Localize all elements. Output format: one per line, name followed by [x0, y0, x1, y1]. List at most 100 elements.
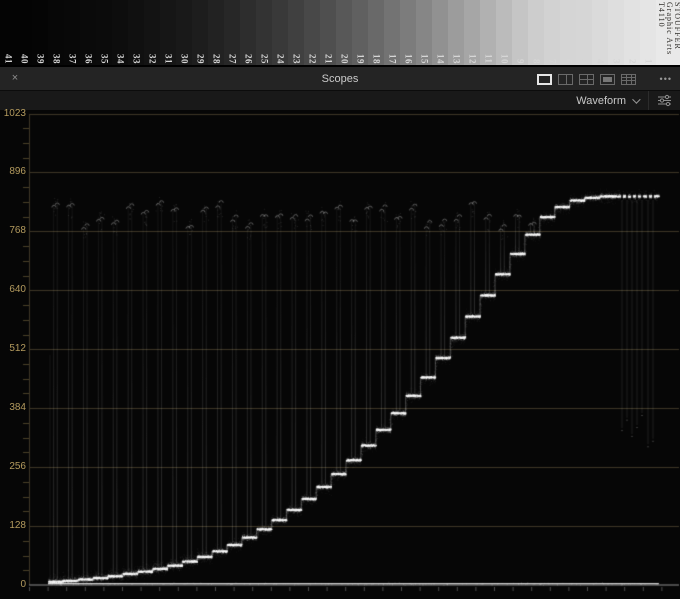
wedge-step: 27 — [224, 0, 240, 65]
wedge-step: 34 — [112, 0, 128, 65]
scope-settings-button[interactable] — [648, 91, 680, 110]
wedge-step: 40 — [16, 0, 32, 65]
divider — [580, 79, 593, 80]
wedge-step: 5 — [576, 0, 592, 65]
wedge-step-number: 30 — [179, 54, 190, 64]
wedge-step: 21 — [320, 0, 336, 65]
wedge-step: 32 — [144, 0, 160, 65]
divider — [622, 77, 635, 79]
layout-grid-view-button[interactable] — [621, 73, 636, 85]
wedge-step-number: 1 — [643, 59, 654, 64]
scope-type-label: Waveform — [576, 94, 626, 107]
chevron-down-icon — [632, 94, 641, 104]
wedge-step: 22 — [304, 0, 320, 65]
wedge-step: 38 — [48, 0, 64, 65]
wedge-step: 31 — [160, 0, 176, 65]
layout-switcher — [537, 67, 636, 91]
wedge-step-number: 33 — [131, 54, 142, 64]
wedge-step-number: 6 — [563, 59, 574, 64]
y-axis-label: 896 — [9, 166, 26, 178]
wedge-step: 3 — [608, 0, 624, 65]
wedge-step-number: 29 — [195, 54, 206, 64]
wedge-step-number: 35 — [99, 54, 110, 64]
wedge-step: 16 — [400, 0, 416, 65]
wedge-step: 29 — [192, 0, 208, 65]
y-axis-label: 384 — [9, 402, 26, 414]
wedge-step-number: 36 — [83, 54, 94, 64]
wedge-step: 37 — [64, 0, 80, 65]
more-options-button[interactable]: ••• — [659, 74, 672, 84]
wedge-step-number: 23 — [291, 54, 302, 64]
wedge-step-number: 41 — [3, 54, 14, 64]
wedge-step-number: 10 — [499, 54, 510, 64]
scope-toolbar: Waveform — [0, 91, 680, 110]
wedge-step-number: 3 — [611, 59, 622, 64]
wedge-step-number: 16 — [403, 54, 414, 64]
wedge-step: 33 — [128, 0, 144, 65]
wedge-step-number: 24 — [275, 54, 286, 64]
layout-two-up-view-button[interactable] — [558, 73, 573, 85]
wedge-step-number: 8 — [531, 59, 542, 64]
wedge-step-number: 2 — [627, 59, 638, 64]
wedge-step: 6 — [560, 0, 576, 65]
wedge-step: 25 — [256, 0, 272, 65]
wedge-step-number: 26 — [243, 54, 254, 64]
wedge-step-number: 18 — [371, 54, 382, 64]
wedge-step: 35 — [96, 0, 112, 65]
wedge-step-number: 19 — [355, 54, 366, 64]
wedge-step: 7 — [544, 0, 560, 65]
wedge-step: 14 — [432, 0, 448, 65]
wedge-step: 23 — [288, 0, 304, 65]
adjust-sliders-icon — [658, 94, 671, 107]
wedge-step: 28 — [208, 0, 224, 65]
wedge-step-number: 31 — [163, 54, 174, 64]
window-title: Scopes — [321, 72, 359, 85]
scopes-titlebar: × Scopes ••• — [0, 67, 680, 91]
wedge-step: 18 — [368, 0, 384, 65]
layout-stacked-view-button[interactable] — [600, 73, 615, 85]
wedge-step: 15 — [416, 0, 432, 65]
y-axis-label: 640 — [9, 284, 26, 296]
wedge-step: 24 — [272, 0, 288, 65]
wedge-step: 39 — [32, 0, 48, 65]
wedge-step: 30 — [176, 0, 192, 65]
wedge-step-number: 21 — [323, 54, 334, 64]
layout-single-view-button[interactable] — [537, 73, 552, 85]
wedge-step-number: 17 — [387, 54, 398, 64]
wedge-step: 12 — [464, 0, 480, 65]
wedge-step-number: 39 — [35, 54, 46, 64]
divider — [622, 80, 635, 82]
wedge-step-number: 37 — [67, 54, 78, 64]
wedge-step: 36 — [80, 0, 96, 65]
divider — [630, 74, 632, 84]
wedge-step: 26 — [240, 0, 256, 65]
layout-quad-view-button[interactable] — [579, 73, 594, 85]
wedge-step-number: 12 — [467, 54, 478, 64]
waveform-scope-display: 1023 896 768 640 512 384 256 128 0 — [0, 108, 680, 599]
wedge-step-number: 20 — [339, 54, 350, 64]
y-axis-label: 128 — [9, 520, 26, 532]
wedge-brand-label: STOUFFER Graphic Arts T4110 — [656, 0, 680, 65]
wedge-step: 19 — [352, 0, 368, 65]
wedge-step: 1 — [640, 0, 656, 65]
wedge-step: 13 — [448, 0, 464, 65]
wedge-step: 8 — [528, 0, 544, 65]
wedge-step: 9 — [512, 0, 528, 65]
wedge-step: 20 — [336, 0, 352, 65]
y-axis-label: 512 — [9, 343, 26, 355]
wedge-step-number: 13 — [451, 54, 462, 64]
wedge-step-number: 27 — [227, 54, 238, 64]
wedge-step: 17 — [384, 0, 400, 65]
wedge-step-number: 22 — [307, 54, 318, 64]
fill — [603, 76, 612, 82]
wedge-step-number: 25 — [259, 54, 270, 64]
wedge-step-number: 34 — [115, 54, 126, 64]
scope-type-dropdown[interactable]: Waveform — [566, 91, 648, 110]
wedge-step-number: 40 — [19, 54, 30, 64]
wedge-step-number: 28 — [211, 54, 222, 64]
y-axis-label: 256 — [9, 461, 26, 473]
wedge-step-number: 7 — [547, 59, 558, 64]
y-axis-label: 1023 — [3, 108, 26, 119]
close-icon[interactable]: × — [11, 72, 19, 84]
